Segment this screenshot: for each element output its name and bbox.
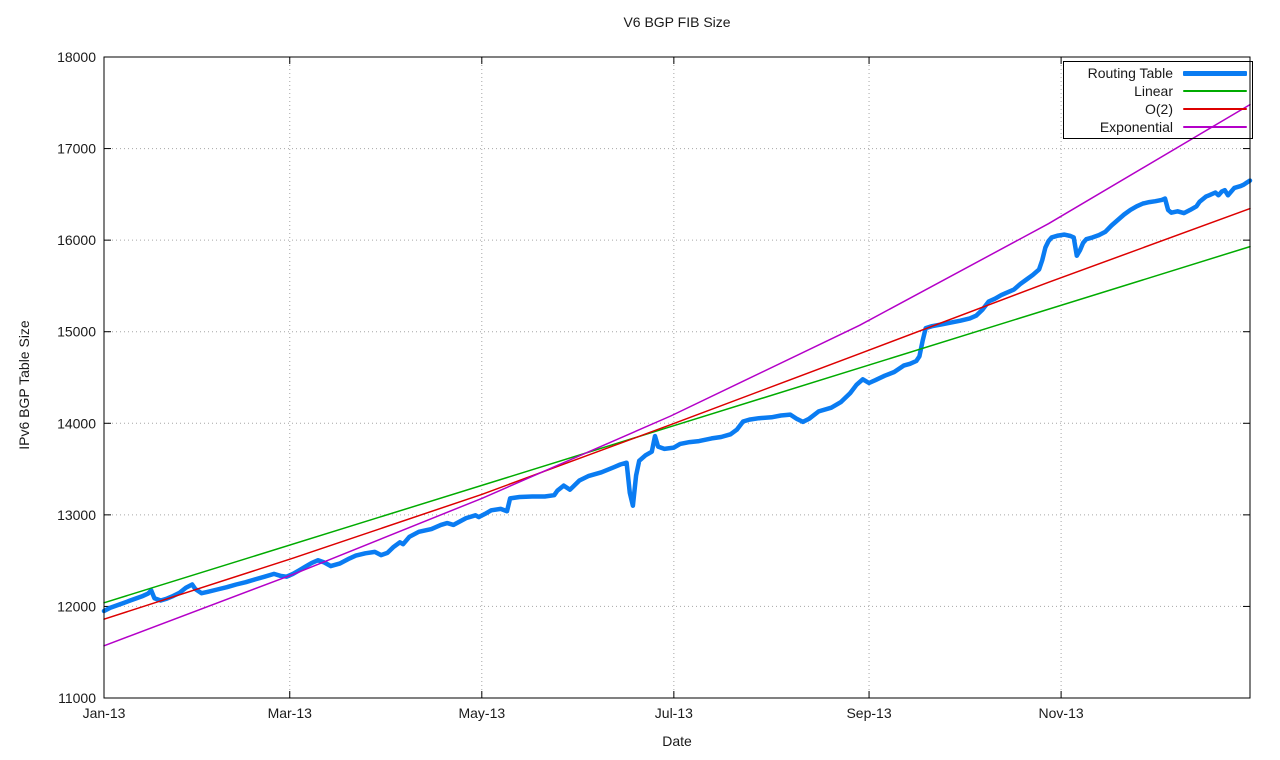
y-tick-label: 16000 (57, 232, 96, 248)
x-tick-label: May-13 (458, 705, 505, 721)
legend-item-exponential: Exponential (1064, 118, 1247, 136)
x-tick-label: Mar-13 (268, 705, 313, 721)
y-tick-label: 12000 (57, 598, 96, 614)
series-o-2- (103, 207, 1251, 620)
legend-label: Exponential (1099, 119, 1173, 135)
series-exponential (103, 103, 1251, 647)
legend: Routing Table Linear O(2) Exponential (1063, 61, 1253, 139)
x-tick-label: Jul-13 (655, 705, 693, 721)
legend-item-linear: Linear (1064, 82, 1247, 100)
line-sample-swatch (1183, 126, 1247, 128)
legend-label: Linear (1134, 83, 1173, 99)
y-tick-label: 18000 (57, 49, 96, 65)
y-tick-label: 15000 (57, 324, 96, 340)
series-routing-table (101, 178, 1253, 614)
line-sample-swatch (1183, 108, 1247, 110)
y-tick-label: 11000 (58, 690, 96, 706)
y-tick-label: 13000 (57, 507, 96, 523)
y-axis-title: IPv6 BGP Table Size (16, 320, 32, 450)
series-linear (103, 245, 1251, 604)
legend-label: O(2) (1145, 101, 1173, 117)
line-sample-swatch (1183, 90, 1247, 92)
line-sample-swatch (1183, 70, 1247, 76)
x-tick-label: Nov-13 (1039, 705, 1084, 721)
chart-title: V6 BGP FIB Size (623, 14, 731, 30)
legend-item-o2: O(2) (1064, 100, 1247, 118)
y-tick-label: 17000 (57, 141, 96, 157)
legend-label: Routing Table (1087, 65, 1173, 81)
y-tick-label: 14000 (57, 415, 96, 431)
x-tick-label: Sep-13 (846, 705, 891, 721)
legend-item-routing-table: Routing Table (1064, 64, 1247, 82)
x-tick-label: Jan-13 (83, 705, 126, 721)
x-axis-title: Date (662, 733, 692, 749)
